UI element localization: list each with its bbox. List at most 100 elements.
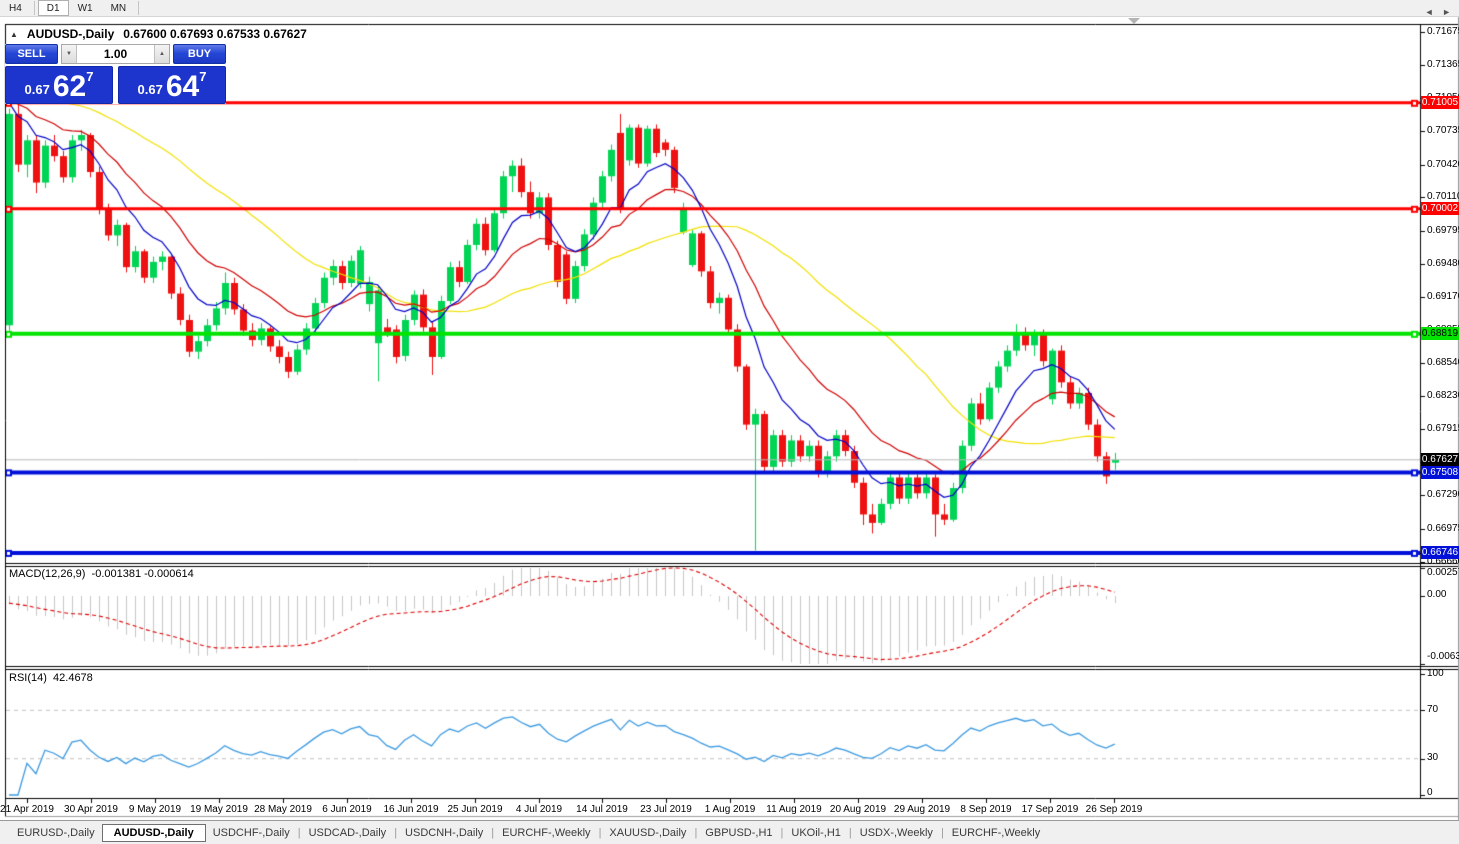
- ohlc-values: 0.67600 0.67693 0.67533 0.67627: [123, 27, 307, 41]
- macd-tick-label: -0.006326: [1427, 651, 1459, 662]
- chart-tab[interactable]: USDCAD-,Daily: [308, 826, 387, 839]
- buy-price-big: 64: [165, 70, 200, 103]
- date-tick-label: 1 Aug 2019: [704, 804, 756, 815]
- volume-decrease-button[interactable]: ▼: [62, 45, 77, 63]
- symbol-period-label: AUDUSD-,Daily: [26, 27, 115, 41]
- chart-tab[interactable]: EURUSD-,Daily: [17, 826, 95, 839]
- macd-tick-label: 0.00: [1427, 589, 1447, 600]
- date-tick-label: 26 Sep 2019: [1085, 804, 1143, 815]
- tabs-scroll-right-icon[interactable]: ►: [1442, 7, 1451, 17]
- sell-price-box[interactable]: 0.67 62 7: [5, 66, 113, 104]
- current-price-tag: 0.67627: [1421, 453, 1459, 467]
- price-tick-label: 0.70110: [1427, 191, 1459, 203]
- timeframe-h4[interactable]: H4: [9, 2, 22, 14]
- date-tick-label: 28 May 2019: [254, 804, 312, 815]
- chart-tab[interactable]: EURCHF-,Weekly: [951, 826, 1041, 839]
- rsi-tick-label: 30: [1427, 752, 1439, 763]
- price-tick-label: 0.69795: [1427, 224, 1459, 236]
- sell-price-big: 62: [52, 70, 87, 103]
- volume-increase-button[interactable]: ▲: [154, 45, 169, 63]
- date-tick-label: 21 Apr 2019: [0, 804, 54, 815]
- hline-price-tag: 0.67508: [1421, 465, 1459, 479]
- date-tick-label: 23 Jul 2019: [640, 804, 692, 815]
- rsi-tick-label: 0: [1427, 787, 1433, 798]
- date-tick-label: 14 Jul 2019: [576, 804, 628, 815]
- tab-separator: |: [780, 826, 784, 839]
- volume-input[interactable]: [77, 45, 154, 63]
- date-tick-label: 17 Sep 2019: [1021, 804, 1079, 815]
- timeframe-toolbar: H4 D1 W1 MN: [0, 0, 1459, 17]
- date-tick-label: 16 Jun 2019: [383, 804, 439, 815]
- tab-separator: |: [694, 826, 698, 839]
- rsi-indicator-label: RSI(14) 42.4678: [9, 672, 93, 684]
- chart-tab[interactable]: UKOil-,H1: [791, 826, 841, 839]
- chart-tab[interactable]: USDX-,Weekly: [859, 826, 933, 839]
- date-tick-label: 6 Jun 2019: [322, 804, 372, 815]
- date-tick-label: 29 Aug 2019: [893, 804, 951, 815]
- hline-price-tag: 0.68819: [1421, 327, 1459, 341]
- price-tick-label: 0.66975: [1427, 522, 1459, 534]
- toolbar-separator: [138, 1, 140, 15]
- price-tick-label: 0.67915: [1427, 423, 1459, 435]
- price-tick-label: 0.71675: [1427, 26, 1459, 37]
- macd-values: -0.001381 -0.000614: [91, 568, 194, 580]
- buy-price-box[interactable]: 0.67 64 7: [118, 66, 226, 104]
- date-tick-label: 4 Jul 2019: [515, 804, 563, 815]
- price-tick-label: 0.71365: [1427, 58, 1459, 70]
- date-tick-label: 20 Aug 2019: [829, 804, 887, 815]
- date-tick-label: 30 Apr 2019: [64, 804, 118, 815]
- chart-tabs-bar: EURUSD-,Daily AUDUSD-,Daily USDCHF-,Daily |…: [0, 820, 1459, 844]
- tab-separator: |: [940, 826, 944, 839]
- rsi-tick-label: 70: [1427, 704, 1439, 715]
- chart-tab[interactable]: AUDUSD-,Daily: [101, 823, 206, 842]
- hline-price-tag: 0.71005: [1421, 96, 1459, 110]
- date-tick-label: 8 Sep 2019: [960, 804, 1012, 815]
- tabs-scroll-left-icon[interactable]: ◄: [1424, 7, 1434, 17]
- rsi-value: 42.4678: [53, 672, 93, 684]
- chart-tab[interactable]: XAUUSD-,Daily: [609, 826, 687, 839]
- date-tick-label: 25 Jun 2019: [447, 804, 503, 815]
- chart-title: ▲ AUDUSD-,Daily 0.67600 0.67693 0.67533 …: [8, 26, 315, 42]
- tab-separator: |: [598, 826, 602, 839]
- macd-indicator-label: MACD(12,26,9) -0.001381 -0.000614: [9, 568, 194, 580]
- hline-price-tag: 0.70002: [1421, 202, 1459, 216]
- macd-name: MACD(12,26,9): [9, 568, 86, 580]
- collapse-panel-icon[interactable]: ▲: [10, 29, 18, 39]
- buy-price-sup: 7: [199, 69, 207, 84]
- timeframe-d1[interactable]: D1: [37, 0, 69, 16]
- tab-separator: |: [848, 826, 852, 839]
- volume-stepper: ▼ ▲: [61, 44, 170, 64]
- chart-tab[interactable]: USDCNH-,Daily: [405, 826, 484, 839]
- chart-tab[interactable]: EURCHF-,Weekly: [502, 826, 591, 839]
- price-tick-label: 0.70735: [1427, 125, 1459, 137]
- toolbar-separator: [33, 1, 35, 15]
- tabs-scroll-arrows: ◄ ►: [1419, 7, 1451, 17]
- chart-tab[interactable]: GBPUSD-,H1: [705, 826, 773, 839]
- chart-tab[interactable]: USDCHF-,Daily: [212, 826, 290, 839]
- tab-separator: |: [491, 826, 495, 839]
- rsi-name: RSI(14): [9, 672, 47, 684]
- buy-button[interactable]: BUY: [173, 44, 226, 64]
- macd-tick-label: 0.002574: [1427, 567, 1459, 578]
- date-tick-label: 11 Aug 2019: [766, 804, 822, 815]
- timeframe-w1[interactable]: W1: [77, 2, 93, 14]
- date-tick-label: 9 May 2019: [128, 804, 182, 815]
- one-click-trading-panel: SELL ▼ ▲ BUY 0.67 62 7 0.67 64 7: [5, 44, 226, 104]
- timeframe-mn[interactable]: MN: [110, 2, 127, 14]
- sell-price-sup: 7: [86, 69, 94, 84]
- tab-separator: |: [297, 826, 301, 839]
- rsi-tick-label: 100: [1427, 668, 1444, 679]
- chart-shift-marker-icon[interactable]: [1128, 18, 1140, 24]
- date-tick-label: 19 May 2019: [190, 804, 248, 815]
- sell-button[interactable]: SELL: [5, 44, 58, 64]
- sell-price-prefix: 0.67: [24, 82, 50, 97]
- tab-separator: |: [394, 826, 398, 839]
